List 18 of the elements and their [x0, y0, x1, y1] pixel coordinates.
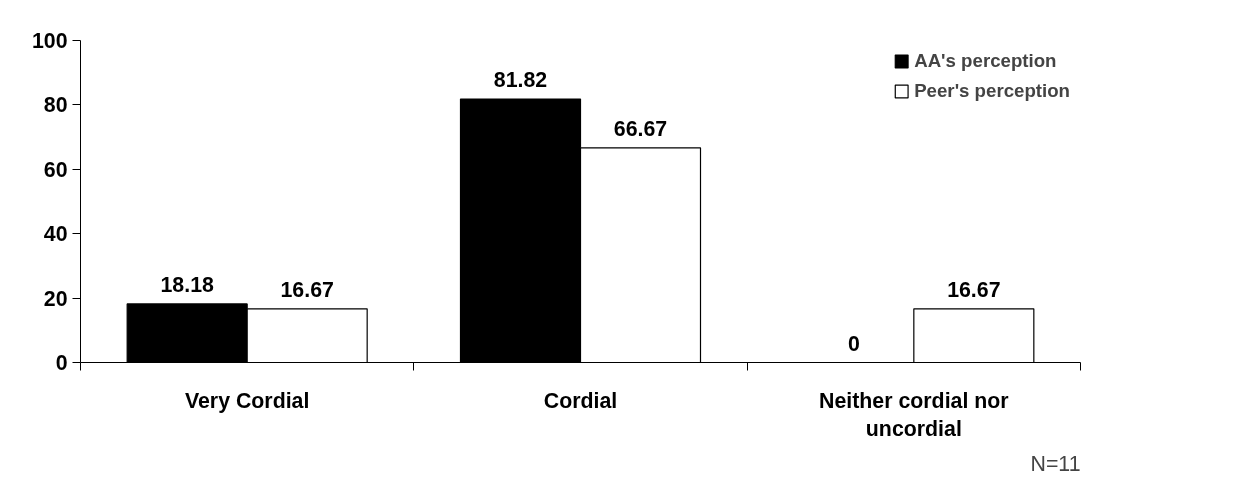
x-tick-label: Very Cordial — [184, 388, 310, 413]
data-label: 0 — [847, 331, 860, 356]
x-tick-label: Neither cordial nor uncordial — [819, 388, 1009, 442]
y-tick-label: 40 — [43, 222, 68, 247]
y-tick-label: 0 — [55, 351, 68, 375]
y-tick-label: 80 — [43, 93, 68, 118]
legend-label: Peer's perception — [914, 80, 1070, 102]
text: N=11 — [1030, 451, 1081, 476]
y-tick-label: 60 — [43, 157, 68, 182]
data-label: 18.18 — [160, 272, 214, 297]
data-label: 16.67 — [947, 277, 1001, 302]
y-tick-label: 20 — [43, 286, 68, 311]
data-label: 16.67 — [280, 277, 334, 302]
y-tick-label: 100 — [31, 29, 68, 53]
data-label: 66.67 — [613, 116, 668, 141]
x-tick-label: Cordial — [543, 388, 618, 413]
data-label: 81.82 — [493, 68, 548, 93]
legend-label: AA's perception — [914, 50, 1057, 72]
